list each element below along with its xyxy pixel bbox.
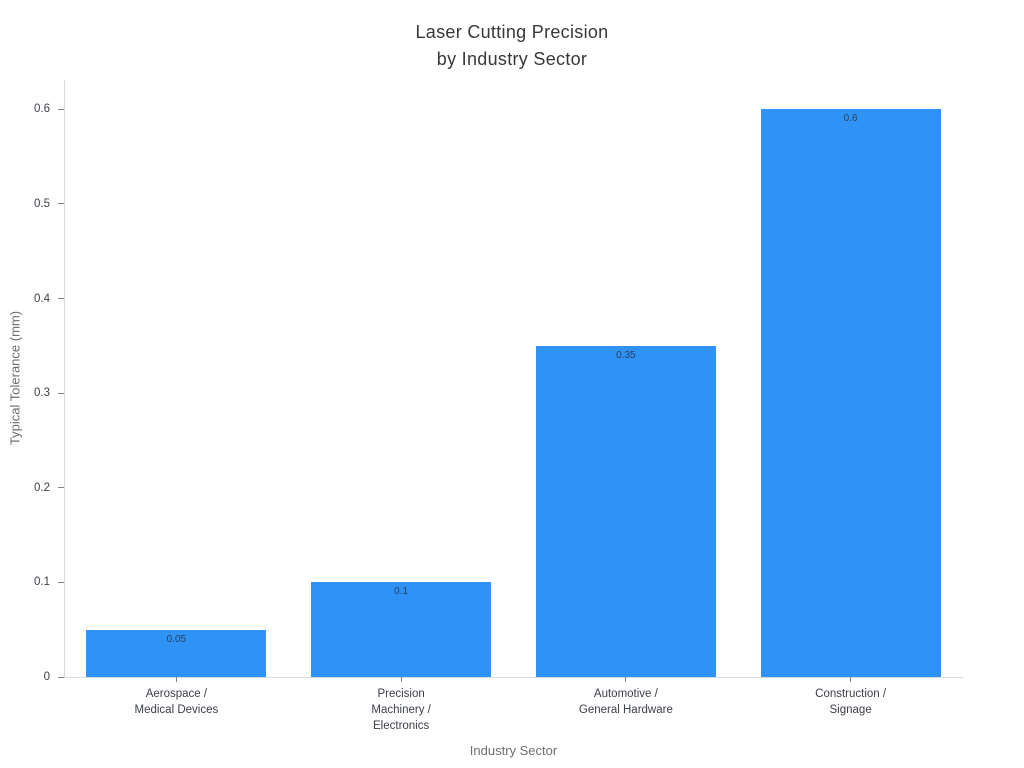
- x-axis-line: [64, 677, 963, 678]
- y-tick-label: 0.2: [34, 481, 50, 494]
- bar: 0.05: [86, 629, 267, 677]
- y-tick-label: 0: [43, 671, 50, 683]
- y-tick-mark: [58, 392, 64, 394]
- y-tick-mark: [58, 203, 64, 205]
- y-tick-mark: [58, 298, 64, 300]
- y-axis-line: [64, 80, 65, 677]
- y-tick-mark: [58, 108, 64, 110]
- x-tick-label: Automotive / General Hardware: [578, 688, 673, 716]
- x-tick-mark: [850, 677, 852, 682]
- x-tick-mark: [625, 677, 627, 682]
- bar-value-label: 0.1: [394, 586, 409, 598]
- chart-title: Laser Cutting Precision by Industry Sect…: [415, 22, 609, 69]
- x-tick-mark: [175, 677, 177, 682]
- y-tick-label: 0.5: [34, 197, 50, 210]
- y-tick-label: 0.6: [34, 103, 50, 116]
- y-tick-label: 0.1: [34, 576, 50, 589]
- x-tick-mark: [400, 677, 402, 682]
- x-tick-label: Construction / Signage: [815, 688, 887, 716]
- plot-area: 0 0.1 0.2 0.3 0.4 0.5 0.6 0.05 Aerospace / Medic…: [34, 80, 963, 732]
- y-tick-mark: [58, 487, 64, 489]
- bar-value-label: 0.6: [843, 113, 858, 125]
- y-tick-mark: [58, 676, 64, 678]
- x-tick-label: Aerospace / Medical Devices: [134, 688, 219, 716]
- x-axis-title: Industry Sector: [469, 743, 558, 758]
- y-tick-label: 0.4: [34, 292, 50, 305]
- bar-value-label: 0.35: [616, 349, 636, 361]
- x-tick-label: Precision Machinery / Electronics: [371, 688, 431, 732]
- bar: 0.6: [760, 109, 941, 677]
- y-tick-mark: [58, 581, 64, 583]
- bar: 0.1: [311, 582, 492, 677]
- bar: 0.35: [535, 345, 716, 677]
- bar-value-label: 0.05: [166, 633, 187, 645]
- y-tick-label: 0.3: [34, 387, 50, 400]
- y-axis-title: Typical Tolerance (mm): [7, 310, 23, 446]
